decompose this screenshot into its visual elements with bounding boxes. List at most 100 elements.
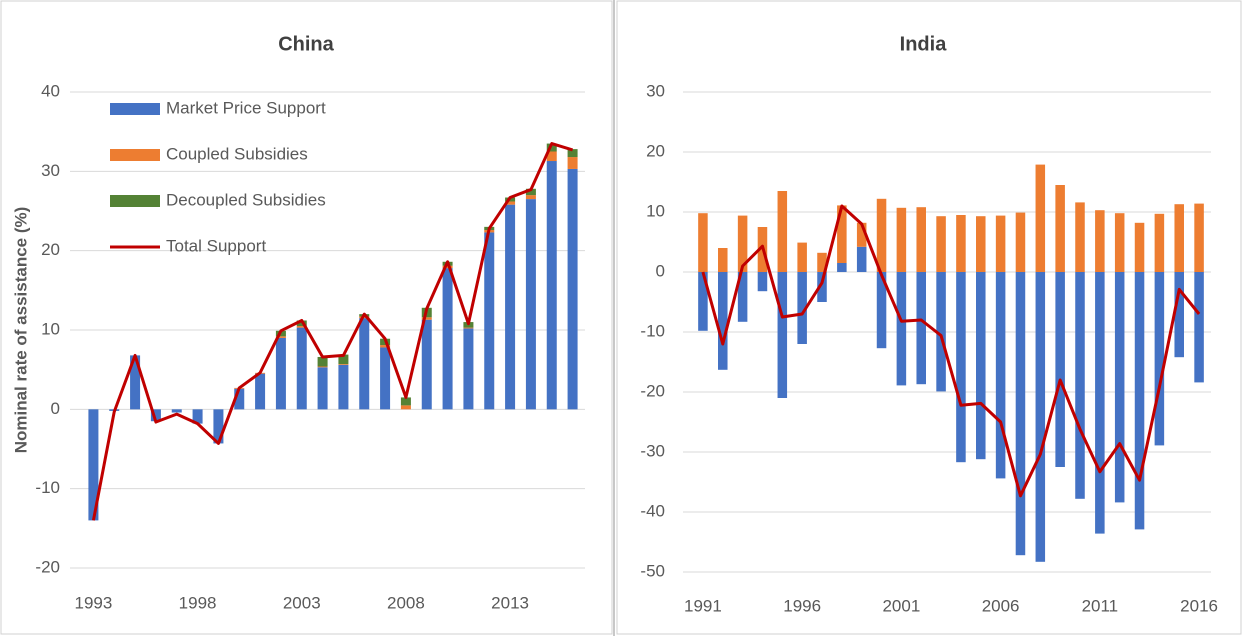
x-tick-label: 2006 bbox=[982, 596, 1020, 615]
bar bbox=[896, 207, 907, 272]
x-tick-label: 2016 bbox=[1180, 596, 1218, 615]
bar bbox=[1095, 272, 1105, 534]
legend-label: Coupled Subsidies bbox=[166, 144, 308, 163]
bar bbox=[234, 388, 245, 410]
line bbox=[91, 142, 574, 521]
bar bbox=[296, 326, 307, 328]
bar bbox=[463, 328, 474, 410]
y-tick-label: 20 bbox=[646, 141, 665, 160]
x-tick-label: 1991 bbox=[684, 596, 722, 615]
bar bbox=[317, 366, 328, 368]
x-tick-label: 2008 bbox=[387, 593, 425, 612]
bar bbox=[359, 318, 370, 410]
y-tick-label: -20 bbox=[640, 381, 665, 400]
bar bbox=[338, 364, 349, 365]
x-tick-label: 2001 bbox=[882, 596, 920, 615]
bar bbox=[876, 198, 887, 272]
bar bbox=[976, 272, 986, 460]
chart-title: India bbox=[900, 33, 948, 55]
bar bbox=[817, 272, 827, 302]
bar bbox=[797, 242, 807, 272]
bar bbox=[777, 272, 788, 398]
y-tick-label: -10 bbox=[35, 478, 60, 497]
bar bbox=[956, 272, 966, 463]
bar bbox=[757, 272, 768, 292]
bar bbox=[718, 248, 728, 272]
panel-frame bbox=[616, 0, 1242, 635]
bar bbox=[546, 161, 557, 410]
bar bbox=[338, 354, 349, 365]
y-tick-label: 20 bbox=[41, 240, 60, 259]
bar bbox=[698, 272, 708, 331]
bar bbox=[1134, 272, 1145, 530]
chart-title: China bbox=[278, 33, 334, 55]
bar bbox=[1035, 272, 1046, 562]
bar bbox=[995, 272, 1006, 479]
y-tick-label: 0 bbox=[656, 261, 665, 280]
bar bbox=[567, 157, 578, 169]
y-tick-label: -50 bbox=[640, 561, 665, 580]
bar bbox=[916, 272, 926, 385]
bar bbox=[936, 272, 946, 392]
x-tick-label: 1996 bbox=[783, 596, 821, 615]
legend-label: Total Support bbox=[166, 236, 266, 255]
bar bbox=[1075, 272, 1085, 499]
line bbox=[701, 204, 1201, 498]
bar bbox=[737, 272, 748, 322]
bar bbox=[837, 205, 847, 263]
bar bbox=[1194, 272, 1204, 383]
bar bbox=[150, 409, 161, 422]
bar bbox=[525, 195, 536, 200]
bar bbox=[505, 204, 516, 410]
y-tick-label: 40 bbox=[41, 81, 60, 100]
bar bbox=[380, 347, 391, 410]
bar bbox=[1114, 272, 1125, 503]
bar bbox=[1075, 202, 1085, 272]
bar bbox=[1174, 272, 1184, 358]
legend-swatch bbox=[110, 149, 160, 161]
bar bbox=[317, 367, 328, 410]
bar bbox=[421, 317, 432, 320]
bar bbox=[546, 151, 557, 162]
x-tick-label: 2003 bbox=[283, 593, 321, 612]
bar bbox=[817, 252, 827, 272]
bar bbox=[400, 405, 411, 410]
x-tick-label: 2013 bbox=[491, 593, 529, 612]
y-tick-label: -30 bbox=[640, 441, 665, 460]
y-tick-label: -10 bbox=[640, 321, 665, 340]
bar bbox=[995, 215, 1006, 272]
bar bbox=[88, 409, 99, 521]
bar bbox=[976, 216, 986, 272]
bar bbox=[296, 327, 307, 410]
panel-frame bbox=[0, 0, 613, 635]
bar bbox=[546, 143, 557, 152]
x-tick-label: 1993 bbox=[75, 593, 113, 612]
bar bbox=[567, 149, 578, 158]
bar bbox=[421, 319, 432, 410]
bar bbox=[1194, 203, 1204, 272]
bar bbox=[255, 373, 266, 410]
bar bbox=[698, 213, 708, 272]
bar bbox=[1015, 212, 1026, 272]
bar bbox=[1055, 185, 1065, 272]
bar bbox=[1174, 204, 1184, 272]
bar bbox=[275, 337, 286, 410]
bar bbox=[442, 265, 453, 269]
y-tick-label: 10 bbox=[646, 201, 665, 220]
bar bbox=[956, 215, 966, 272]
bar bbox=[338, 364, 349, 410]
bar bbox=[1095, 210, 1105, 272]
bar bbox=[1035, 164, 1046, 272]
bar bbox=[1154, 213, 1165, 272]
bar bbox=[936, 216, 946, 272]
bar bbox=[1055, 272, 1065, 467]
legend-label: Decoupled Subsidies bbox=[166, 190, 326, 209]
bar bbox=[484, 232, 495, 410]
bar bbox=[317, 356, 328, 367]
legend-swatch bbox=[110, 195, 160, 207]
bar bbox=[856, 222, 867, 247]
bar bbox=[275, 336, 286, 338]
y-tick-label: 10 bbox=[41, 319, 60, 338]
bar bbox=[718, 272, 728, 370]
